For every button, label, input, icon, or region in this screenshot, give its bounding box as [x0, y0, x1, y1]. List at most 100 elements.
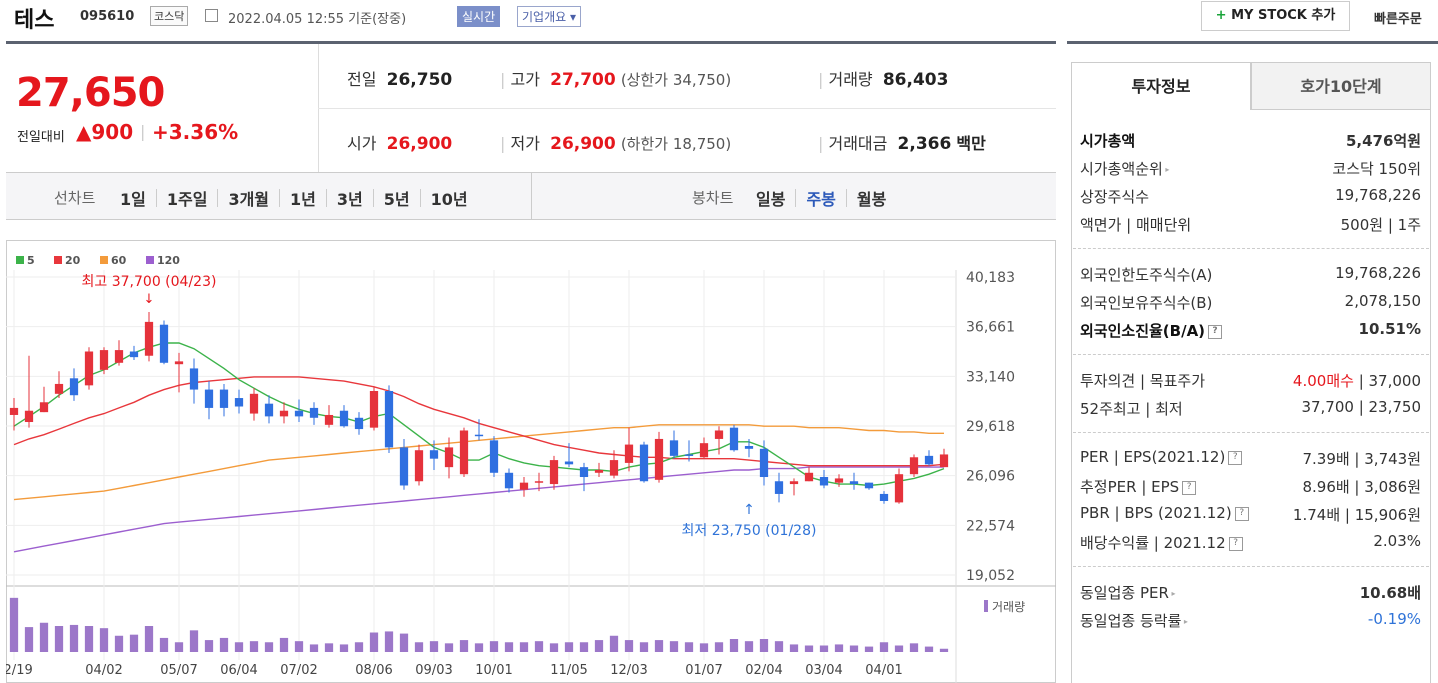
- candle-body: [714, 430, 724, 439]
- opinion-row-value: 4.00매수 | 37,000: [1293, 370, 1421, 391]
- week52-row-value: 37,700 | 23,750: [1301, 398, 1421, 416]
- arrow-right-icon: ▸: [1162, 165, 1170, 174]
- stat-low-value: 26,900: [550, 134, 616, 154]
- candle-body: [549, 460, 559, 485]
- period-line-4[interactable]: 3년: [336, 190, 363, 209]
- period-candle-0[interactable]: 일봉: [756, 190, 786, 209]
- quick-order-link[interactable]: 빠른주문: [1374, 12, 1422, 27]
- stat-amount: | 거래대금 2,366 백만: [818, 134, 986, 154]
- realtime-button[interactable]: 실시간: [457, 6, 501, 27]
- separator: [325, 189, 327, 207]
- arrow-right-icon: ▸: [1168, 589, 1176, 598]
- candle-body: [669, 440, 679, 456]
- candle-body: [309, 407, 319, 418]
- tab-investment-info[interactable]: 투자정보: [1071, 62, 1251, 110]
- add-mystock-button[interactable]: + MY STOCK 추가: [1201, 1, 1350, 31]
- volume-bar: [669, 641, 679, 652]
- y-tick-label: 33,140: [966, 369, 1015, 385]
- stats-divider: [318, 108, 1056, 109]
- stat-open-value: 26,900: [386, 134, 453, 154]
- period-line-0[interactable]: 1일: [120, 190, 146, 209]
- stat-volume-value: 86,403: [882, 70, 949, 90]
- period-candle-1[interactable]: 주봉: [806, 190, 836, 209]
- stock-name: 테스: [14, 8, 55, 33]
- volume-bar: [339, 644, 349, 652]
- volume-bar: [774, 641, 784, 652]
- info-panel: [1071, 110, 1431, 683]
- x-tick-label: 09/03: [415, 663, 452, 678]
- stat-open: 시가 26,900: [347, 130, 452, 154]
- candle-body: [234, 398, 244, 407]
- change-label: 전일대비: [17, 130, 65, 145]
- separator: [372, 189, 374, 207]
- section-divider: [1073, 354, 1429, 355]
- info-row-1[interactable]: 시가총액순위 ▸ 코스닥 150위: [1080, 158, 1421, 184]
- tab-orderbook[interactable]: 호가10단계: [1251, 62, 1431, 110]
- x-tick-label: 12/03: [610, 663, 647, 678]
- valuation-row-3-value: 2.03%: [1373, 532, 1421, 550]
- legend-label: 60: [111, 254, 127, 267]
- volume-bar: [39, 622, 49, 652]
- candle-body: [174, 361, 184, 365]
- period-line-3[interactable]: 1년: [290, 190, 316, 209]
- candle-body: [534, 481, 544, 483]
- stat-amount-unit: 백만: [956, 134, 986, 153]
- volume-bar: [399, 633, 409, 652]
- change-rate: +3.36%: [152, 120, 239, 144]
- volume-bar: [324, 643, 334, 652]
- low-annotation: 최저 23,750 (01/28): [682, 523, 817, 539]
- section-divider: [1073, 248, 1429, 249]
- x-tick-label: 04/01: [865, 663, 902, 678]
- sector-per-row[interactable]: 동일업종 PER ▸ 10.68배: [1080, 582, 1421, 608]
- candle-body: [504, 472, 514, 489]
- stat-prev: 전일 26,750: [347, 66, 452, 90]
- candle-body: [489, 440, 499, 473]
- legend-swatch: [54, 256, 62, 264]
- legend-swatch: [16, 256, 24, 264]
- low-arrow: ↑: [743, 502, 755, 518]
- candle-body: [279, 410, 289, 417]
- valuation-row-3: 배당수익률 | 2021.12? 2.03%: [1080, 532, 1421, 558]
- help-icon[interactable]: ?: [1228, 450, 1243, 465]
- volume-bar: [24, 627, 34, 652]
- period-line-1[interactable]: 1주일: [166, 190, 208, 209]
- price-chart[interactable]: 40,183 36,661 33,140 29,618 26,096 22,574 19,0…: [6, 240, 1056, 683]
- calendar-icon: [205, 9, 218, 22]
- opinion-row-label: 투자의견 | 목표주가: [1080, 372, 1205, 390]
- candle-body: [219, 389, 229, 408]
- sector-rate-row[interactable]: 동일업종 등락률 ▸ -0.19%: [1080, 610, 1421, 636]
- valuation-row-0: PER | EPS(2021.12)? 7.39배 | 3,743원: [1080, 448, 1421, 474]
- candle-body: [204, 389, 214, 408]
- volume-bar: [414, 642, 424, 652]
- sector-per-row-label: 동일업종 PER ▸: [1080, 584, 1176, 602]
- volume-bar: [144, 626, 154, 652]
- candle-body: [39, 402, 49, 413]
- stat-high: | 고가 27,700 (상한가 34,750): [500, 70, 732, 90]
- volume-bar: [9, 597, 19, 652]
- volume-bar: [279, 637, 289, 652]
- stat-low-label: 저가: [510, 134, 540, 153]
- candle-body: [579, 467, 589, 478]
- volume-bar: [84, 626, 94, 652]
- candle-body: [474, 434, 484, 437]
- company-overview-dropdown[interactable]: 기업개요 ▾: [517, 6, 581, 27]
- stat-prev-value: 26,750: [386, 70, 453, 90]
- help-icon[interactable]: ?: [1182, 480, 1197, 495]
- legend-swatch: [100, 256, 108, 264]
- foreign-row-1: 외국인보유주식수(B) 2,078,150: [1080, 292, 1421, 318]
- foreign-row-1-label: 외국인보유주식수(B): [1080, 294, 1213, 312]
- period-candle-2[interactable]: 월봉: [856, 190, 887, 209]
- volume-bar: [564, 642, 574, 652]
- candle-body: [729, 427, 739, 451]
- candle-body: [159, 324, 169, 363]
- separator: [155, 189, 157, 207]
- help-icon[interactable]: ?: [1234, 506, 1249, 521]
- period-line-2[interactable]: 3개월: [228, 190, 270, 209]
- help-icon[interactable]: ?: [1208, 324, 1223, 339]
- help-icon[interactable]: ?: [1228, 536, 1243, 551]
- valuation-row-0-value: 7.39배 | 3,743원: [1302, 450, 1421, 468]
- period-line-5[interactable]: 5년: [383, 190, 410, 209]
- separator: [419, 189, 421, 207]
- period-line-6[interactable]: 10년: [430, 190, 468, 209]
- week52-row: 52주최고 | 최저 37,700 | 23,750: [1080, 398, 1421, 424]
